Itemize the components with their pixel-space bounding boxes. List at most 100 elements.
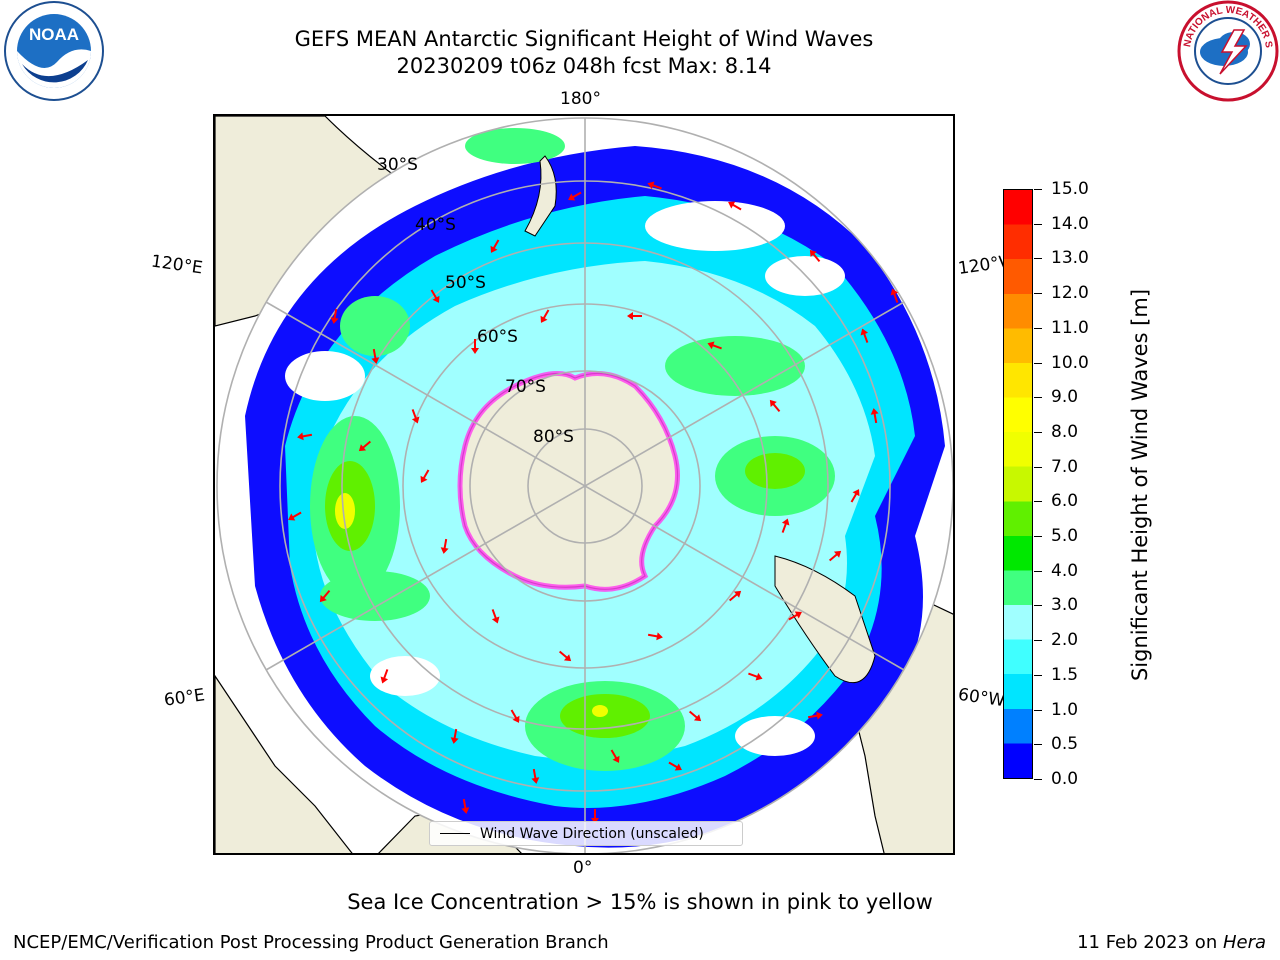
wind-arrow-icon — [540, 309, 550, 323]
wind-arrow-icon — [668, 761, 682, 771]
wind-arrow-icon — [728, 590, 742, 602]
colorbar-tick — [1034, 362, 1042, 364]
lat-label-50: 50°S — [445, 273, 486, 293]
colorbar-tick-label: 12.0 — [1051, 283, 1089, 304]
lat-label-70: 70°S — [505, 377, 546, 397]
wind-arrow-icon — [809, 249, 821, 263]
wind-arrow-icon — [568, 191, 582, 201]
colorbar-tick — [1034, 189, 1042, 190]
lat-label-80: 80°S — [533, 427, 574, 447]
colorbar-tick — [1034, 431, 1042, 433]
wind-arrow-icon — [510, 709, 520, 723]
wind-arrow-icon — [647, 632, 663, 641]
map-legend: Wind Wave Direction (unscaled) — [429, 821, 743, 846]
legend-line-icon — [440, 833, 470, 834]
colorbar-tick-label: 0.5 — [1051, 734, 1079, 755]
colorbar-tick-label: 14.0 — [1051, 213, 1089, 234]
colorbar-tick — [1034, 570, 1042, 572]
colorbar-tick — [1034, 605, 1042, 607]
wave-band-yellow — [335, 493, 608, 717]
wind-arrow-icon — [850, 489, 860, 503]
colorbar-tick-label: 2.0 — [1051, 630, 1079, 651]
wind-arrow-icon — [411, 409, 420, 424]
footer-host: Hera — [1222, 932, 1266, 953]
sea-ice-note: Sea Ice Concentration > 15% is shown in … — [347, 890, 933, 914]
wind-arrow-icon — [748, 672, 763, 681]
lat-label-60: 60°S — [477, 327, 518, 347]
lon-label-60e: 60°E — [162, 685, 207, 711]
wind-arrow-icon — [707, 341, 722, 350]
colorbar — [1003, 189, 1033, 779]
wind-arrow-icon — [890, 288, 899, 303]
colorbar-tick-label: 8.0 — [1051, 421, 1079, 442]
chart-subtitle: 20230209 t06z 048h fcst Max: 8.14 — [396, 54, 772, 78]
colorbar-tick — [1034, 709, 1042, 711]
wind-arrow-icon — [788, 611, 802, 621]
wind-arrow-icon — [688, 710, 702, 722]
footer-date: 11 Feb 2023 on Hera — [1077, 932, 1266, 953]
colorbar-tick — [1034, 397, 1042, 399]
colorbar-tick — [1034, 466, 1042, 468]
footer-date-text: 11 Feb 2023 on — [1077, 932, 1223, 953]
colorbar-tick-label: 9.0 — [1051, 387, 1079, 408]
wind-arrow-icon — [450, 728, 459, 744]
colorbar-tick — [1034, 293, 1042, 295]
wind-arrow-icon — [380, 669, 389, 684]
colorbar-tick-label: 1.0 — [1051, 699, 1079, 720]
noaa-logo-icon: NOAA — [4, 1, 104, 101]
wind-arrow-icon — [728, 201, 742, 211]
wind-arrow-icon — [491, 609, 500, 624]
chart-title: GEFS MEAN Antarctic Significant Height o… — [294, 27, 874, 51]
colorbar-tick-label: 11.0 — [1051, 317, 1089, 338]
nws-logo-icon: NATIONAL WEATHER SERVICE — [1176, 0, 1279, 102]
lon-label-180: 180° — [560, 89, 601, 109]
lat-label-30: 30°S — [377, 155, 418, 175]
lat-label-40: 40°S — [415, 215, 456, 235]
new-zealand-land — [524, 155, 557, 237]
wind-arrow-icon — [358, 440, 372, 452]
colorbar-tick — [1034, 674, 1042, 676]
wind-arrow-icon — [870, 408, 879, 424]
colorbar-tick-label: 0.0 — [1051, 769, 1079, 789]
lon-label-60w: 60°W — [956, 684, 1007, 712]
colorbar-tick-label: 15.0 — [1051, 179, 1089, 199]
lon-label-0: 0° — [573, 858, 593, 878]
wind-arrow-icon — [319, 589, 331, 603]
colorbar-tick — [1034, 501, 1042, 503]
footer-credit: NCEP/EMC/Verification Post Processing Pr… — [13, 932, 609, 953]
wind-arrow-icon — [647, 181, 662, 190]
wind-arrow-icon — [440, 538, 449, 554]
colorbar-tick-label: 1.5 — [1051, 664, 1079, 685]
colorbar-tick-label: 4.0 — [1051, 560, 1079, 581]
polar-map: 30°S 40°S 50°S 60°S 70°S 80°S Wind Wave … — [213, 114, 955, 855]
wind-arrow-icon — [288, 511, 302, 521]
wave-height-map: 30°S 40°S 50°S 60°S 70°S 80°S — [215, 116, 953, 853]
colorbar-title: Significant Height of Wind Waves [m] — [1128, 288, 1152, 682]
colorbar-tick-label: 13.0 — [1051, 248, 1089, 269]
wind-direction-arrows — [288, 181, 899, 824]
wind-arrow-icon — [769, 399, 781, 413]
colorbar-tick-label: 6.0 — [1051, 491, 1079, 512]
wind-arrow-icon — [781, 518, 790, 533]
colorbar-tick — [1034, 258, 1042, 260]
wind-arrow-icon — [490, 239, 500, 253]
colorbar-tick — [1034, 640, 1042, 642]
wind-arrow-icon — [297, 432, 313, 441]
colorbar-tick — [1034, 744, 1042, 746]
wind-arrow-icon — [627, 312, 642, 320]
colorbar-tick — [1034, 327, 1042, 329]
colorbar-tick — [1034, 536, 1042, 538]
colorbar-tick — [1034, 223, 1042, 225]
latitude-labels: 30°S 40°S 50°S 60°S 70°S 80°S — [377, 155, 574, 447]
noaa-logo-text: NOAA — [29, 25, 79, 44]
wind-arrow-icon — [420, 469, 430, 483]
legend-label: Wind Wave Direction (unscaled) — [480, 825, 704, 842]
graticule — [216, 117, 953, 853]
wind-arrow-icon — [430, 289, 440, 303]
lon-label-120e: 120°E — [149, 251, 204, 279]
wind-arrow-icon — [471, 339, 479, 354]
wind-arrow-icon — [860, 328, 869, 343]
wind-arrow-icon — [371, 348, 380, 364]
wind-arrow-icon — [610, 749, 620, 763]
wind-arrow-icon — [828, 550, 842, 562]
